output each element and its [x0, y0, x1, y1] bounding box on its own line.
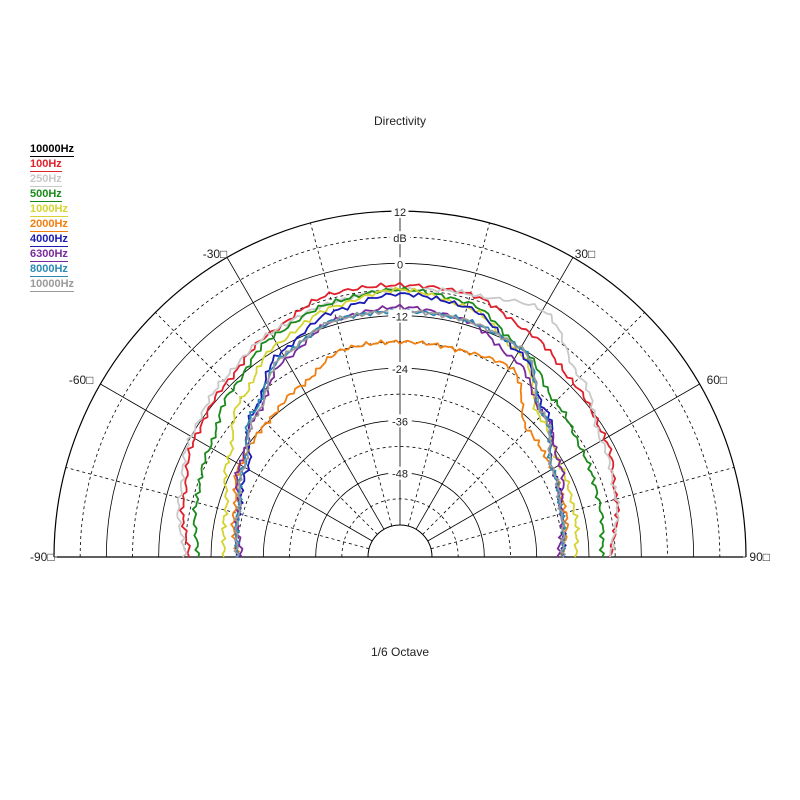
radial-tick-label: 12	[394, 207, 406, 219]
angle-label: 60□	[707, 373, 728, 387]
legend-item: 500Hz	[30, 188, 62, 202]
angle-label: 90□	[749, 550, 770, 564]
grid-spoke	[422, 312, 645, 535]
grid-spoke	[407, 222, 490, 527]
grid-spoke	[427, 383, 700, 542]
legend-item: 4000Hz	[30, 233, 68, 247]
grid-ring	[236, 393, 564, 558]
grid-ring	[79, 236, 721, 558]
tick-bg	[391, 205, 409, 218]
angle-label: 30□	[575, 247, 596, 261]
tick-bg	[388, 414, 412, 428]
grid-spoke	[430, 467, 735, 550]
grid-spoke	[65, 467, 370, 550]
legend-item: 100Hz	[30, 158, 62, 172]
radial-tick-label: 0	[397, 259, 403, 271]
unit-bg	[390, 231, 410, 245]
legend-item: 6300Hz	[30, 248, 68, 262]
center-hole	[367, 524, 433, 558]
chart-subtitle: 1/6 Octave	[370, 645, 430, 659]
legend-item: 2000Hz	[30, 218, 68, 232]
legend-header: 10000Hz	[30, 143, 75, 157]
radial-unit-label: dB	[393, 233, 406, 245]
series-curve-6300Hz	[233, 303, 566, 558]
radial-tick-label: -48	[392, 469, 408, 481]
tick-bg	[388, 309, 412, 323]
grid-ring	[289, 446, 511, 558]
radial-tick-label: -36	[392, 416, 408, 428]
angle-label: -90□	[30, 550, 55, 564]
series-curve-1000Hz	[220, 286, 580, 558]
legend-item: 250Hz	[30, 173, 62, 187]
grid-spoke	[226, 257, 385, 530]
legend-item: 1000Hz	[30, 203, 68, 217]
legend: 10000Hz 100Hz 250Hz 500Hz 1000Hz 2000Hz …	[30, 142, 75, 292]
tick-bg	[388, 362, 412, 375]
chart-title: Directivity	[373, 114, 426, 128]
legend-item: 8000Hz	[30, 263, 68, 277]
legend-item: 10000Hz	[30, 278, 75, 292]
grid-spoke	[415, 257, 574, 530]
radial-tick-label: -24	[392, 364, 408, 376]
tick-bg	[394, 257, 406, 271]
radial-tick-label: -12	[392, 312, 408, 324]
tick-bg	[388, 466, 412, 480]
grid-spoke	[100, 383, 373, 542]
angle-label: -30□	[203, 247, 228, 261]
angle-label: -60□	[69, 373, 94, 387]
series-curve-100Hz	[178, 281, 620, 558]
axis-labels: 12 0 -12 -24 -36 -48 dB -90□ -60□ -30□ 30□ 60□ 90□	[30, 205, 770, 564]
grid-spoke	[310, 222, 393, 527]
